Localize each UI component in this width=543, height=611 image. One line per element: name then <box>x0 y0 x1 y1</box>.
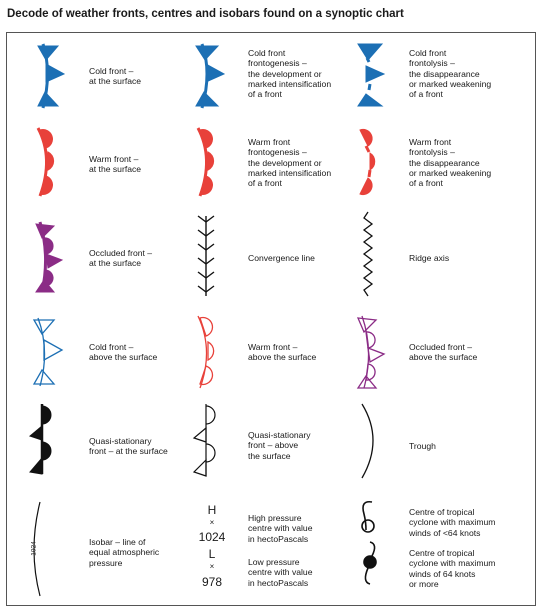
label-cold-front-above: Cold front – above the surface <box>89 342 158 363</box>
label-warm-front-surface: Warm front – at the surface <box>89 154 142 175</box>
label-occluded-front-above: Occluded front – above the surface <box>409 342 478 363</box>
isobar-symbol <box>33 501 41 597</box>
label-quasi-stationary-above: Quasi-stationary front – above the surfa… <box>248 430 311 461</box>
label-occluded-front-surface: Occluded front – at the surface <box>89 248 153 269</box>
label-warm-frontogenesis: Warm front frontogenesis – the developme… <box>248 137 332 189</box>
label-tropical-cyclone-strong: Centre of tropical cyclone with maximum … <box>409 548 496 589</box>
page-title: Decode of weather fronts, centres and is… <box>7 8 404 20</box>
low-cross: × <box>209 562 215 571</box>
cold-frontolysis-symbol <box>357 43 386 107</box>
cold-frontogenesis-symbol <box>195 43 226 109</box>
high-cross: × <box>209 518 215 527</box>
high-value: 1024 <box>198 530 226 544</box>
label-tropical-cyclone-weak: Centre of tropical cyclone with maximum … <box>409 507 496 538</box>
tropical-cyclone-weak-symbol <box>361 500 375 533</box>
label-low-pressure: Low pressure centre with value in hectoP… <box>248 557 313 588</box>
occluded-front-above-symbol <box>356 315 386 389</box>
warm-frontogenesis-symbol <box>196 127 215 197</box>
label-warm-front-above: Warm front – above the surface <box>248 342 317 363</box>
quasi-stationary-surface-symbol <box>28 404 52 475</box>
warm-frontolysis-symbol <box>359 128 376 196</box>
label-cold-frontogenesis: Cold front frontogenesis – the developme… <box>248 48 332 100</box>
tropical-cyclone-strong-symbol <box>363 541 377 585</box>
legend-frame <box>6 32 536 606</box>
low-value: 978 <box>201 575 223 589</box>
isobar-value: 1024 <box>30 541 38 556</box>
label-isobar: Isobar – line of equal atmospheric press… <box>89 537 160 568</box>
label-quasi-stationary-surface: Quasi-stationary front – at the surface <box>89 436 168 457</box>
cold-front-above-symbol <box>32 317 64 387</box>
quasi-stationary-above-symbol <box>192 404 216 477</box>
label-trough: Trough <box>409 441 436 451</box>
label-ridge-axis: Ridge axis <box>409 253 450 263</box>
warm-front-surface-symbol <box>36 127 55 197</box>
label-high-pressure: High pressure centre with value in hecto… <box>248 513 313 544</box>
label-warm-frontolysis: Warm front frontolysis – the disappearan… <box>409 137 492 189</box>
ridge-axis-symbol <box>362 211 374 297</box>
label-cold-front-surface: Cold front – at the surface <box>89 66 142 87</box>
low-letter: L <box>208 547 216 561</box>
label-cold-frontolysis: Cold front frontolysis – the disappearan… <box>409 48 492 100</box>
occluded-front-surface-symbol <box>35 221 64 293</box>
cold-front-surface-symbol <box>37 43 66 109</box>
trough-symbol <box>361 403 374 479</box>
convergence-line-symbol <box>197 215 215 296</box>
warm-front-above-symbol <box>197 315 215 389</box>
label-convergence-line: Convergence line <box>248 253 315 263</box>
high-letter: H <box>207 503 217 517</box>
